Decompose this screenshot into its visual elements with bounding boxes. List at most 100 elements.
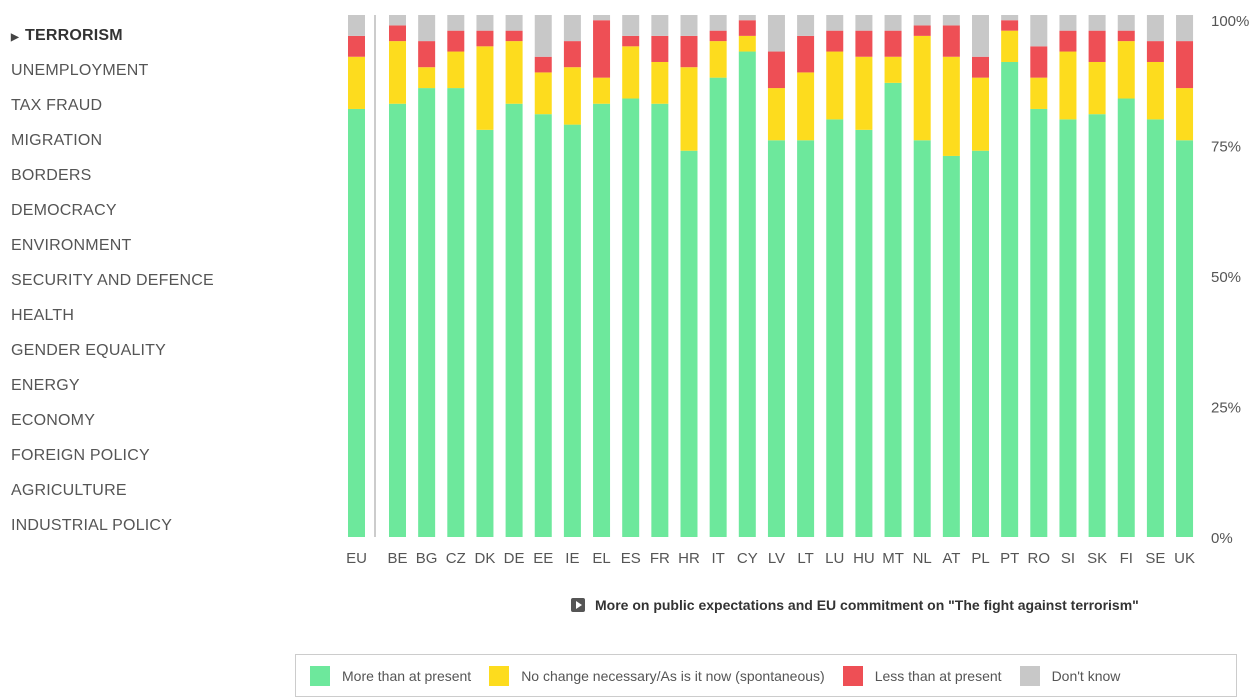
bar-segment-eu-dont-know[interactable]: [348, 15, 365, 36]
bar-segment-cz-no-change[interactable]: [447, 51, 465, 89]
bar-segment-lv-more[interactable]: [767, 140, 785, 537]
bar-segment-be-less[interactable]: [389, 25, 406, 42]
bar-segment-sk-more[interactable]: [1088, 114, 1106, 538]
bar-segment-eu-less[interactable]: [348, 35, 365, 57]
bar-segment-es-no-change[interactable]: [622, 46, 640, 99]
bar-segment-bg-dont-know[interactable]: [418, 15, 436, 42]
bar-segment-ie-dont-know[interactable]: [563, 15, 581, 42]
topic-item-foreign-policy[interactable]: FOREIGN POLICY: [11, 438, 311, 473]
bar-segment-ro-dont-know[interactable]: [1030, 15, 1048, 47]
bar-segment-nl-more[interactable]: [913, 140, 931, 537]
bar-segment-pt-more[interactable]: [1001, 61, 1019, 537]
topic-item-terrorism[interactable]: ▶ TERRORISM: [11, 18, 311, 53]
topic-item-gender-equality[interactable]: GENDER EQUALITY: [11, 333, 311, 368]
bar-segment-ee-dont-know[interactable]: [534, 15, 552, 57]
legend-item-dont-know[interactable]: Don't know: [1019, 665, 1120, 686]
bar-segment-cy-dont-know[interactable]: [738, 15, 756, 21]
bar-segment-lv-no-change[interactable]: [767, 88, 785, 141]
bar-segment-lu-dont-know[interactable]: [826, 15, 844, 31]
bar-segment-ie-less[interactable]: [563, 41, 581, 68]
bar-segment-uk-dont-know[interactable]: [1176, 15, 1194, 42]
bar-segment-fr-less[interactable]: [651, 35, 669, 62]
bar-segment-nl-less[interactable]: [913, 25, 931, 36]
topic-item-industrial-policy[interactable]: INDUSTRIAL POLICY: [11, 508, 311, 543]
bar-segment-fi-less[interactable]: [1117, 30, 1135, 42]
bar-segment-mt-less[interactable]: [884, 30, 902, 57]
bar-segment-it-no-change[interactable]: [709, 41, 727, 78]
topic-item-agriculture[interactable]: AGRICULTURE: [11, 473, 311, 508]
topic-item-unemployment[interactable]: UNEMPLOYMENT: [11, 53, 311, 88]
topic-item-tax-fraud[interactable]: TAX FRAUD: [11, 88, 311, 123]
bar-segment-cz-dont-know[interactable]: [447, 15, 465, 31]
bar-segment-fi-more[interactable]: [1117, 98, 1135, 538]
bar-segment-nl-dont-know[interactable]: [913, 15, 931, 26]
bar-segment-mt-no-change[interactable]: [884, 56, 902, 83]
bar-segment-it-dont-know[interactable]: [709, 15, 727, 31]
legend-item-more[interactable]: More than at present: [310, 665, 471, 686]
bar-segment-pl-more[interactable]: [972, 150, 989, 537]
bar-segment-eu-more[interactable]: [348, 108, 365, 538]
bar-segment-hr-less[interactable]: [680, 35, 698, 68]
bar-segment-it-more[interactable]: [709, 77, 727, 537]
bar-segment-dk-no-change[interactable]: [476, 46, 494, 130]
more-info-link[interactable]: More on public expectations and EU commi…: [571, 597, 1139, 613]
bar-segment-bg-less[interactable]: [418, 41, 436, 68]
bar-segment-ro-more[interactable]: [1030, 108, 1048, 538]
bar-segment-cz-more[interactable]: [447, 88, 465, 537]
legend-item-no-change[interactable]: No change necessary/As is it now (sponta…: [489, 665, 825, 686]
bar-segment-el-no-change[interactable]: [593, 77, 611, 104]
bar-segment-si-more[interactable]: [1059, 119, 1077, 538]
bar-segment-hu-no-change[interactable]: [855, 56, 873, 130]
topic-item-health[interactable]: HEALTH: [11, 298, 311, 333]
bar-segment-es-less[interactable]: [622, 35, 640, 47]
bar-segment-hu-dont-know[interactable]: [855, 15, 873, 31]
bar-segment-sk-dont-know[interactable]: [1088, 15, 1106, 31]
bar-segment-uk-less[interactable]: [1176, 41, 1194, 89]
bar-segment-lt-no-change[interactable]: [797, 72, 815, 141]
bar-segment-cy-no-change[interactable]: [738, 35, 756, 52]
topic-item-environment[interactable]: ENVIRONMENT: [11, 228, 311, 263]
bar-segment-sk-no-change[interactable]: [1088, 61, 1106, 115]
bar-segment-ro-no-change[interactable]: [1030, 77, 1048, 109]
topic-item-democracy[interactable]: DEMOCRACY: [11, 193, 311, 228]
bar-segment-se-dont-know[interactable]: [1146, 15, 1164, 42]
bar-segment-at-less[interactable]: [942, 25, 960, 57]
bar-segment-se-less[interactable]: [1146, 41, 1164, 62]
bar-segment-fr-no-change[interactable]: [651, 61, 669, 104]
bar-segment-hr-no-change[interactable]: [680, 67, 698, 151]
bar-segment-lv-dont-know[interactable]: [767, 15, 785, 52]
bar-segment-bg-more[interactable]: [418, 88, 436, 537]
topic-item-migration[interactable]: MIGRATION: [11, 123, 311, 158]
bar-segment-mt-dont-know[interactable]: [884, 15, 902, 31]
bar-segment-si-dont-know[interactable]: [1059, 15, 1077, 31]
bar-segment-at-no-change[interactable]: [942, 56, 960, 156]
bar-segment-uk-no-change[interactable]: [1176, 88, 1194, 141]
bar-segment-ee-less[interactable]: [534, 56, 552, 73]
bar-segment-pl-dont-know[interactable]: [972, 15, 989, 57]
bar-segment-fi-dont-know[interactable]: [1117, 15, 1135, 31]
bar-segment-se-no-change[interactable]: [1146, 61, 1164, 120]
bar-segment-dk-less[interactable]: [476, 30, 494, 47]
bar-segment-el-dont-know[interactable]: [593, 15, 611, 21]
bar-segment-de-less[interactable]: [505, 30, 523, 42]
bar-segment-dk-more[interactable]: [476, 129, 494, 537]
bar-segment-ro-less[interactable]: [1030, 46, 1048, 78]
bar-segment-ie-more[interactable]: [563, 124, 581, 538]
bar-segment-lt-dont-know[interactable]: [797, 15, 815, 36]
bar-segment-de-dont-know[interactable]: [505, 15, 523, 31]
bar-segment-hr-more[interactable]: [680, 150, 698, 537]
bar-segment-cz-less[interactable]: [447, 30, 465, 52]
topic-item-economy[interactable]: ECONOMY: [11, 403, 311, 438]
bar-segment-ee-more[interactable]: [534, 114, 552, 538]
topic-item-energy[interactable]: ENERGY: [11, 368, 311, 403]
bar-segment-fi-no-change[interactable]: [1117, 41, 1135, 99]
bar-segment-de-no-change[interactable]: [505, 41, 523, 104]
bar-segment-be-dont-know[interactable]: [389, 15, 406, 26]
bar-segment-lu-no-change[interactable]: [826, 51, 844, 120]
topic-item-security-and-defence[interactable]: SECURITY AND DEFENCE: [11, 263, 311, 298]
topic-item-borders[interactable]: BORDERS: [11, 158, 311, 193]
bar-segment-pl-less[interactable]: [972, 56, 989, 78]
bar-segment-ie-no-change[interactable]: [563, 67, 581, 125]
bar-segment-lu-more[interactable]: [826, 119, 844, 538]
bar-segment-de-more[interactable]: [505, 103, 523, 538]
